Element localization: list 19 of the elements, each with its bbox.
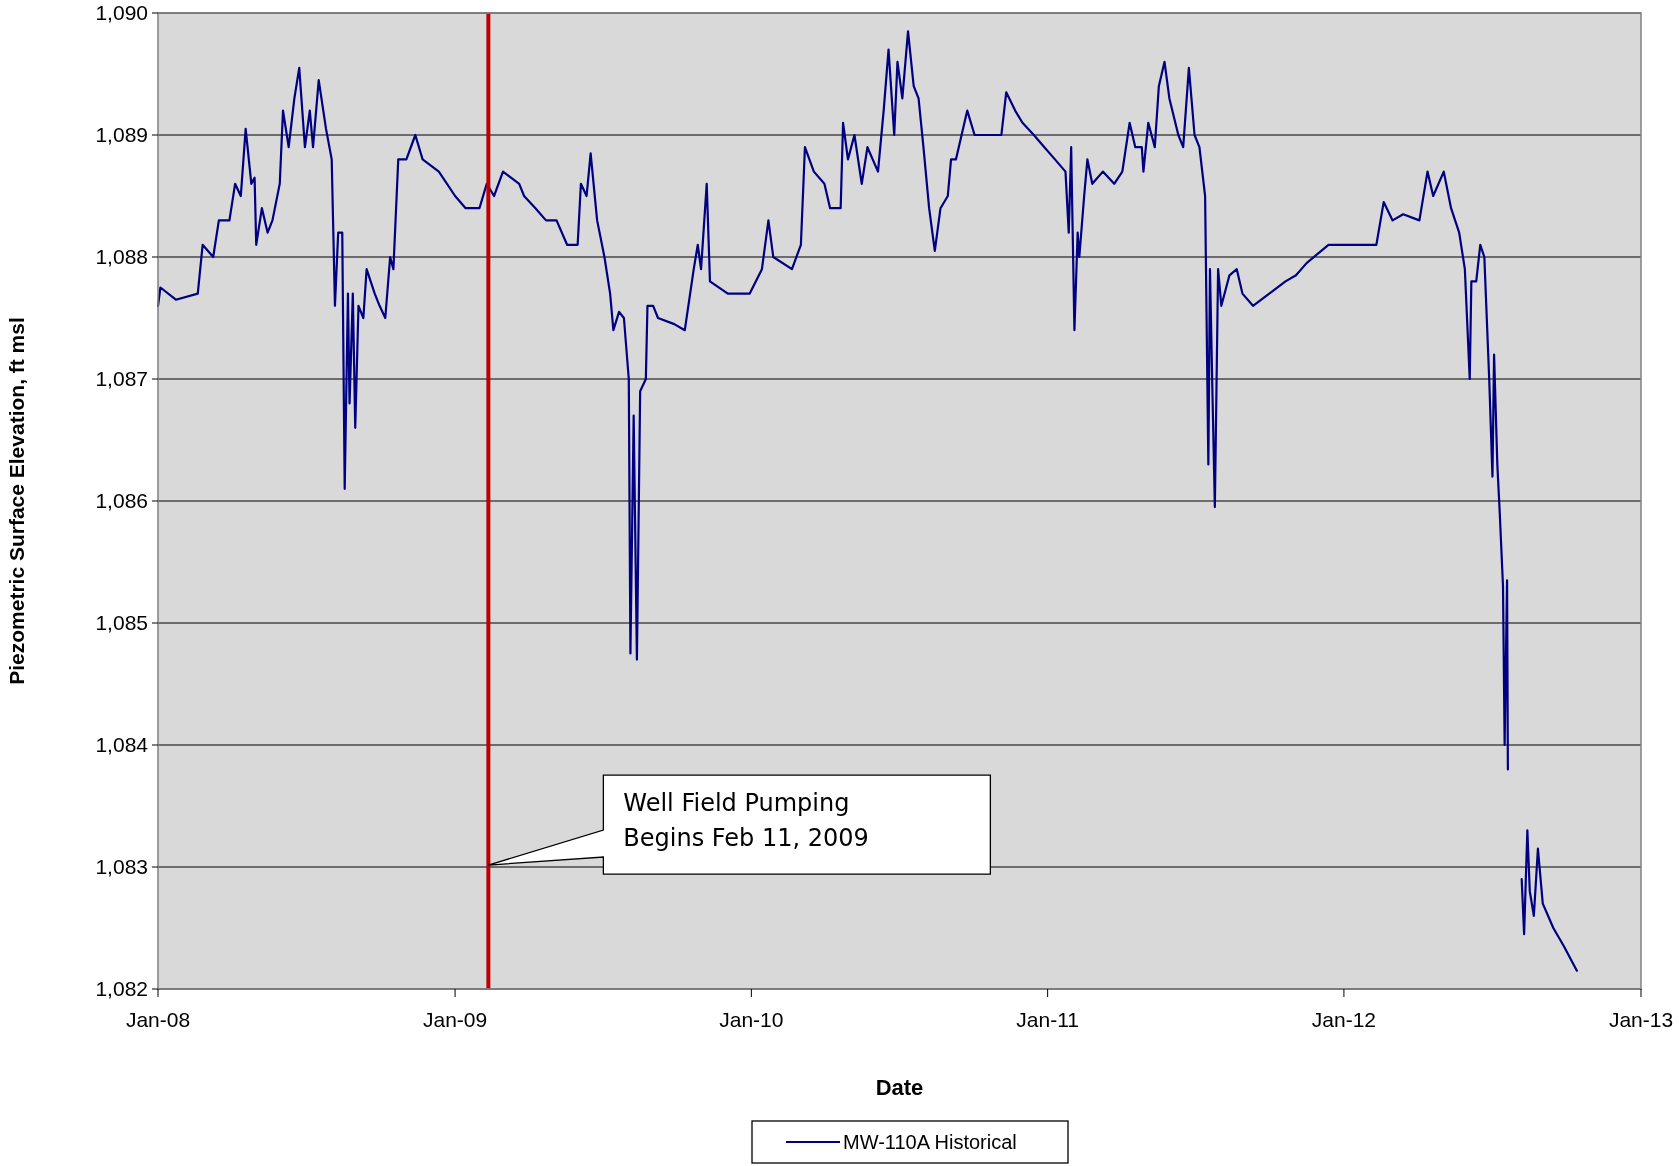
y-tick-label: 1,090	[95, 1, 148, 25]
y-tick-label: 1,083	[95, 855, 148, 879]
annotation: Well Field Pumping Begins Feb 11, 2009	[623, 789, 869, 853]
y-tick-label: 1,087	[95, 367, 148, 391]
y-axis-title: Piezometric Surface Elevation, ft msl	[5, 317, 28, 685]
x-tick-label: Jan-12	[1311, 1008, 1377, 1031]
x-tick-label: Jan-10	[719, 1008, 784, 1031]
y-tick-label: 1,086	[95, 489, 148, 513]
x-tick-label: Jan-08	[125, 1008, 191, 1031]
x-tick-label: Jan-11	[1016, 1008, 1079, 1031]
legend-label: MW-110A Historical	[843, 1131, 1017, 1153]
x-axis-title: Date	[875, 1075, 924, 1100]
y-tick-label: 1,088	[95, 245, 148, 269]
y-tick-label: 1,084	[95, 733, 149, 757]
y-tick-label: 1,085	[95, 611, 148, 635]
x-tick-label: Jan-09	[422, 1008, 488, 1031]
y-tick-label: 1,089	[95, 123, 148, 147]
x-tick-label: Jan-13	[1608, 1008, 1674, 1031]
y-tick-label: 1,082	[95, 977, 148, 1001]
